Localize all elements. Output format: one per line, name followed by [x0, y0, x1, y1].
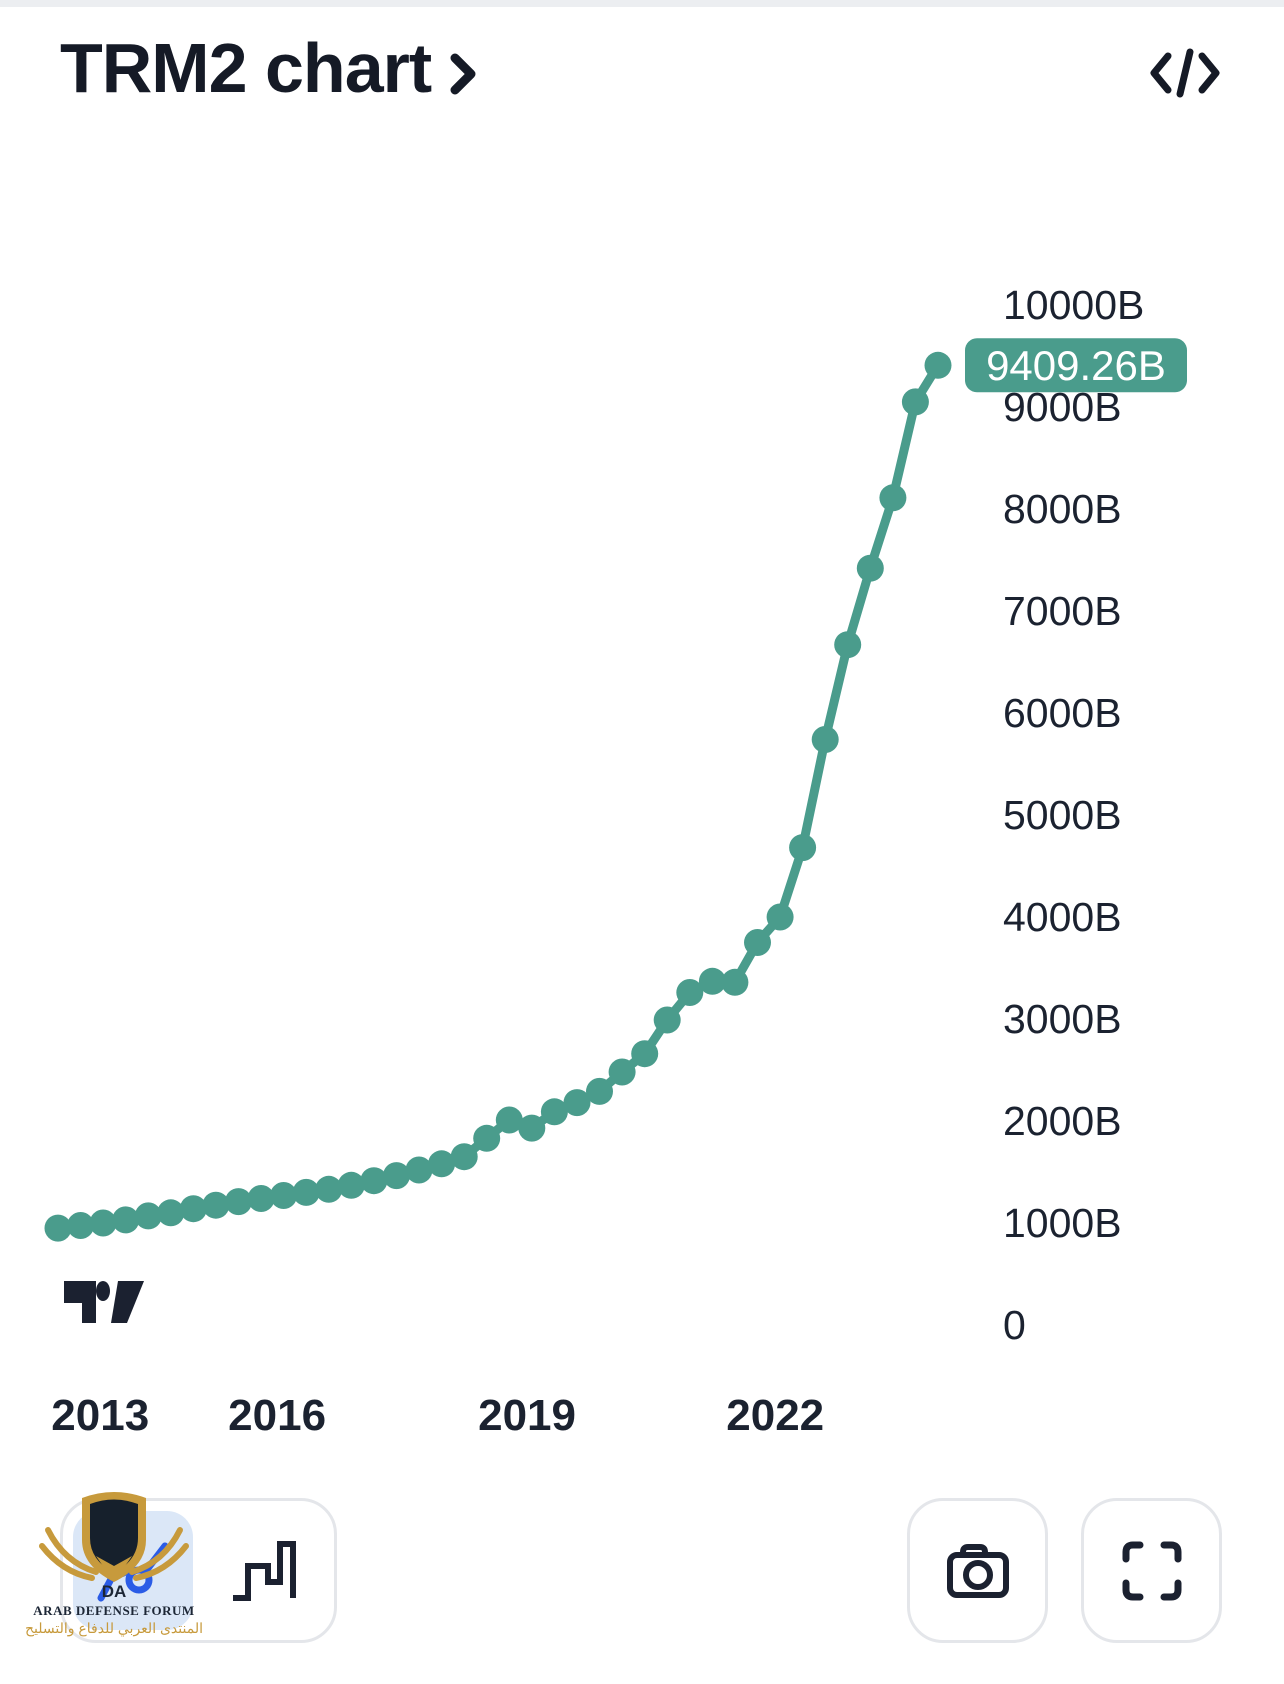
data-point: [811, 726, 839, 753]
data-point: [179, 1195, 207, 1223]
y-tick-label: 2000B: [1003, 1098, 1122, 1144]
line-chart-icon: [97, 1542, 169, 1601]
data-point: [631, 1040, 659, 1068]
top-divider: [0, 0, 1284, 7]
y-tick-label: 9000B: [1003, 384, 1122, 430]
data-point: [518, 1114, 546, 1142]
fullscreen-button[interactable]: [1081, 1498, 1222, 1643]
last-value-badge: [965, 338, 1187, 393]
data-point: [586, 1077, 613, 1105]
step-chart-type-button[interactable]: [203, 1511, 323, 1630]
data-point: [879, 484, 907, 512]
data-point: [563, 1089, 591, 1117]
data-point: [247, 1185, 275, 1212]
snapshot-button[interactable]: [907, 1498, 1048, 1643]
chart-type-selector: [60, 1498, 337, 1643]
data-point: [789, 834, 817, 862]
data-point: [653, 1006, 681, 1034]
data-point: [495, 1106, 523, 1134]
data-point: [473, 1124, 501, 1152]
header: TRM2 chart: [60, 30, 1224, 107]
embed-code-button[interactable]: [1146, 44, 1224, 105]
data-point: [450, 1143, 478, 1171]
data-point: [428, 1150, 456, 1178]
data-point: [383, 1162, 410, 1190]
data-point: [901, 388, 929, 416]
tradingview-logo-icon[interactable]: [64, 1281, 144, 1323]
y-tick-label: 8000B: [1003, 486, 1122, 532]
data-point: [89, 1209, 117, 1237]
data-point: [676, 979, 704, 1006]
series-layer: 9409.26B: [44, 338, 1187, 1242]
y-tick-label: 0: [1003, 1302, 1026, 1348]
x-tick-label: 2022: [726, 1391, 824, 1440]
data-point: [405, 1156, 433, 1184]
data-point: [834, 631, 862, 659]
data-point: [225, 1188, 252, 1216]
data-point: [157, 1199, 185, 1227]
data-point: [924, 351, 952, 379]
axis-labels: 0 1000B 2000B 3000B 4000B 5000B 6000B 7000B 8000…: [51, 282, 1144, 1440]
y-tick-label: 3000B: [1003, 996, 1122, 1042]
y-tick-label: 7000B: [1003, 588, 1122, 634]
data-point: [134, 1202, 162, 1230]
data-point: [744, 929, 771, 956]
y-tick-label: 5000B: [1003, 792, 1122, 838]
data-point: [856, 554, 884, 582]
x-tick-label: 2013: [51, 1391, 149, 1440]
data-point: [337, 1171, 365, 1199]
y-tick-label: 10000B: [1003, 282, 1144, 328]
code-icon: [1150, 48, 1220, 98]
chart-title-link[interactable]: TRM2 chart: [60, 30, 477, 107]
x-tick-label: 2016: [228, 1391, 326, 1440]
data-point: [44, 1214, 72, 1242]
chevron-right-icon: [450, 53, 476, 94]
data-point: [360, 1167, 388, 1195]
data-point: [721, 968, 749, 996]
page-title: TRM2 chart: [60, 29, 432, 107]
last-value-label: 9409.26B: [986, 342, 1166, 389]
step-chart-icon: [233, 1540, 296, 1601]
data-point: [292, 1178, 320, 1206]
data-point: [608, 1058, 636, 1086]
data-point: [698, 967, 726, 995]
data-point: [766, 903, 794, 931]
series-line: [57, 362, 942, 1233]
x-tick-label: 2019: [478, 1391, 576, 1440]
data-point: [202, 1191, 230, 1219]
fullscreen-icon: [1122, 1541, 1181, 1600]
y-tick-label: 6000B: [1003, 690, 1122, 736]
data-point: [112, 1206, 140, 1234]
line-chart-type-button[interactable]: [73, 1511, 193, 1630]
data-point: [270, 1182, 298, 1209]
data-point: [540, 1098, 568, 1126]
y-tick-label: 4000B: [1003, 894, 1122, 940]
camera-icon: [946, 1543, 1009, 1598]
data-point: [67, 1212, 95, 1239]
y-tick-label: 1000B: [1003, 1200, 1122, 1246]
data-point: [315, 1175, 343, 1203]
